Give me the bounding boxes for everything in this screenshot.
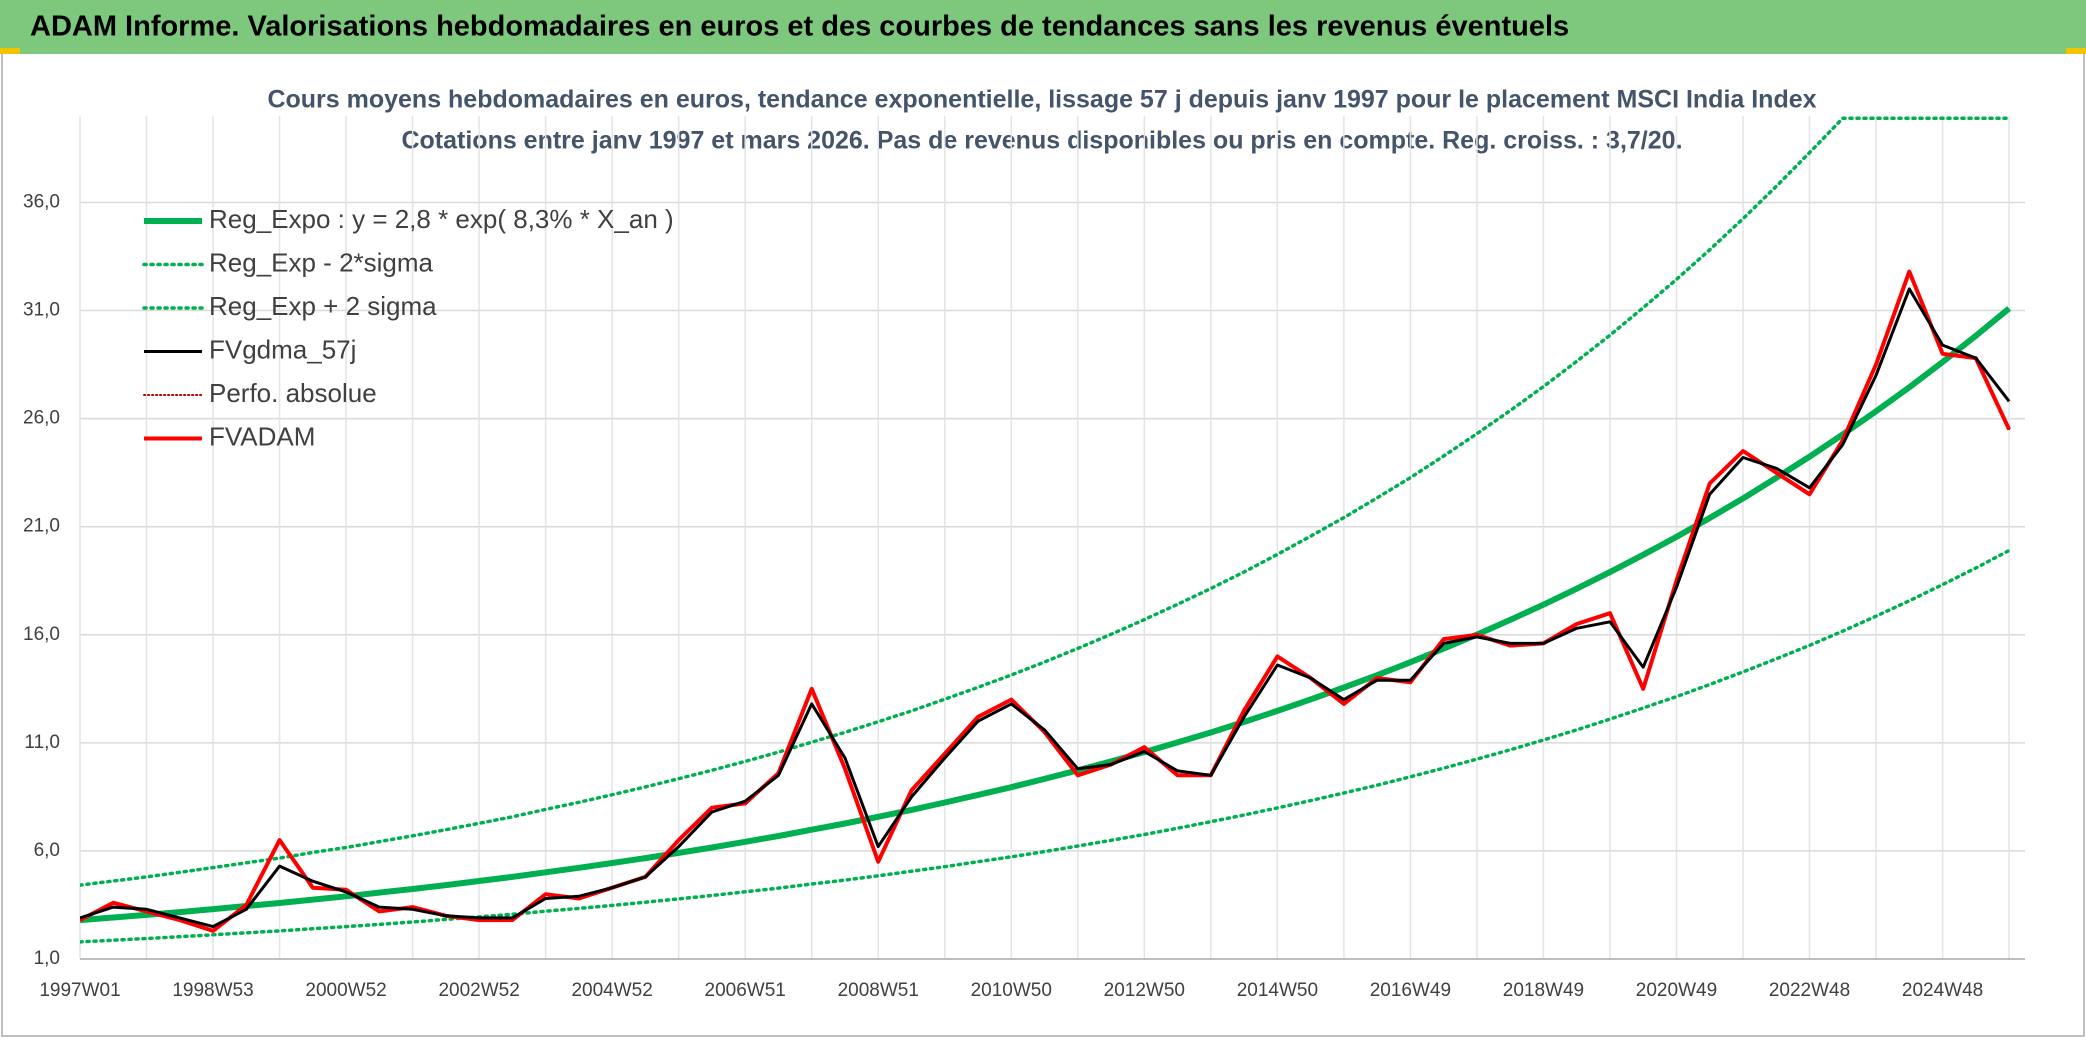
x-tick-label: 2008W51 (838, 980, 919, 1001)
corner (2066, 48, 2086, 54)
y-tick-label: 21,0 (23, 516, 60, 537)
header-title: ADAM Informe. Valorisations hebdomadaire… (30, 11, 1569, 43)
grid (79, 116, 2025, 960)
y-tick-label: 16,0 (23, 624, 60, 645)
x-tick-label: 1998W53 (172, 980, 253, 1001)
x-tick-label: 2002W52 (438, 980, 519, 1001)
legend-label: Reg_Expo : y = 2,8 * exp( 8,3% * X_an ) (209, 204, 674, 234)
x-tick-label: 2024W48 (1902, 980, 1983, 1001)
chart-title: Cours moyens hebdomadaires en euros, ten… (267, 86, 1816, 114)
series-line (80, 116, 2011, 887)
corner (0, 48, 20, 54)
x-tick-label: 2010W50 (971, 980, 1052, 1001)
legend-label: FVgdma_57j (209, 334, 356, 364)
legend-label: Reg_Exp - 2*sigma (209, 247, 434, 277)
series-line (80, 306, 2012, 924)
y-tick-label: 31,0 (23, 300, 60, 321)
y-tick-label: 11,0 (24, 732, 60, 753)
y-tick-label: 26,0 (23, 408, 60, 429)
y-tick-label: 36,0 (23, 191, 60, 212)
x-tick-label: 2016W49 (1370, 980, 1451, 1001)
series-line (80, 548, 2011, 944)
x-tick-label: 2018W49 (1503, 980, 1584, 1001)
labels: 1,0 6,0 11,0 16,0 21,0 26,0 31,0 36,0 1997W01 199… (23, 191, 1983, 1001)
x-tick-label: 2000W52 (305, 980, 386, 1001)
x-tick-label: 1997W01 (39, 980, 120, 1001)
header-bar (0, 0, 2086, 54)
x-tick-label: 2004W52 (571, 980, 652, 1001)
x-tick-label: 2014W50 (1237, 980, 1318, 1001)
y-tick-label: 6,0 (34, 840, 60, 861)
series-line (80, 287, 2011, 929)
x-tick-label: 2012W50 (1104, 980, 1185, 1001)
x-tick-label: 2006W51 (705, 980, 786, 1001)
chart-subtitle: Cotations entre janv 1997 et mars 2026. … (401, 127, 1682, 155)
legend-label: Reg_Exp + 2 sigma (209, 291, 437, 321)
x-tick-label: 2020W49 (1636, 980, 1717, 1001)
x-tick-label: 2022W48 (1769, 980, 1850, 1001)
legend-label: Perfo. absolue (209, 378, 377, 408)
legend-label: FVADAM (209, 421, 315, 451)
y-tick-label: 1,0 (34, 948, 60, 969)
plot (80, 116, 2012, 944)
